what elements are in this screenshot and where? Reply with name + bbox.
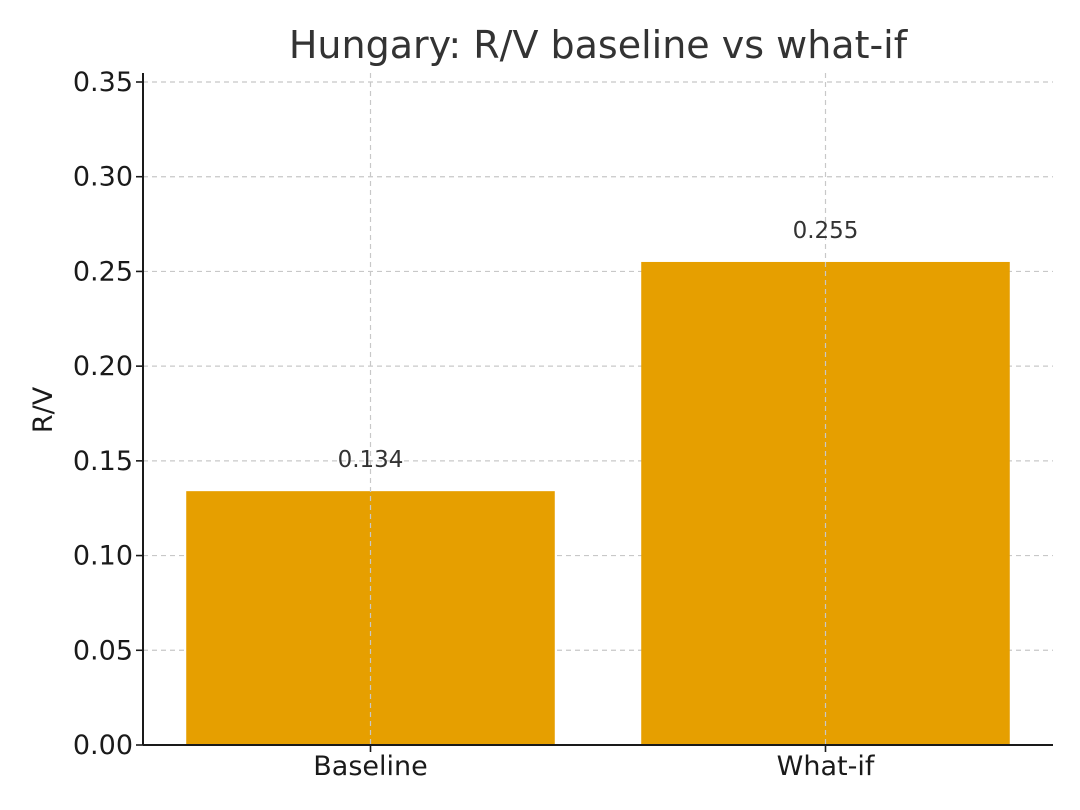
- bars: [186, 261, 1010, 745]
- x-ticks: Baseline What-if: [313, 745, 876, 782]
- x-grid: [369, 73, 827, 745]
- y-tick-label: 0.15: [73, 446, 133, 477]
- y-tick-label: 0.10: [73, 541, 133, 572]
- y-axis-title: R/V: [28, 386, 59, 433]
- x-tick-label: What-if: [777, 751, 876, 782]
- y-tick-label: 0.20: [73, 351, 133, 382]
- y-tick-label: 0.35: [73, 67, 133, 98]
- x-tick-label: Baseline: [313, 751, 427, 782]
- data-labels: 0.134 0.255: [338, 218, 859, 473]
- chart-title: Hungary: R/V baseline vs what-if: [289, 23, 909, 67]
- bar-what-if: [641, 261, 1010, 745]
- y-ticks: 0.00 0.05 0.10 0.15 0.20 0.25 0.30 0.35: [73, 67, 143, 761]
- y-tick-label: 0.25: [73, 256, 133, 287]
- y-tick-label: 0.00: [73, 730, 133, 761]
- data-label: 0.134: [338, 447, 404, 473]
- axes: [142, 73, 1053, 746]
- y-tick-label: 0.05: [73, 635, 133, 666]
- data-label: 0.255: [793, 218, 859, 244]
- y-tick-label: 0.30: [73, 162, 133, 193]
